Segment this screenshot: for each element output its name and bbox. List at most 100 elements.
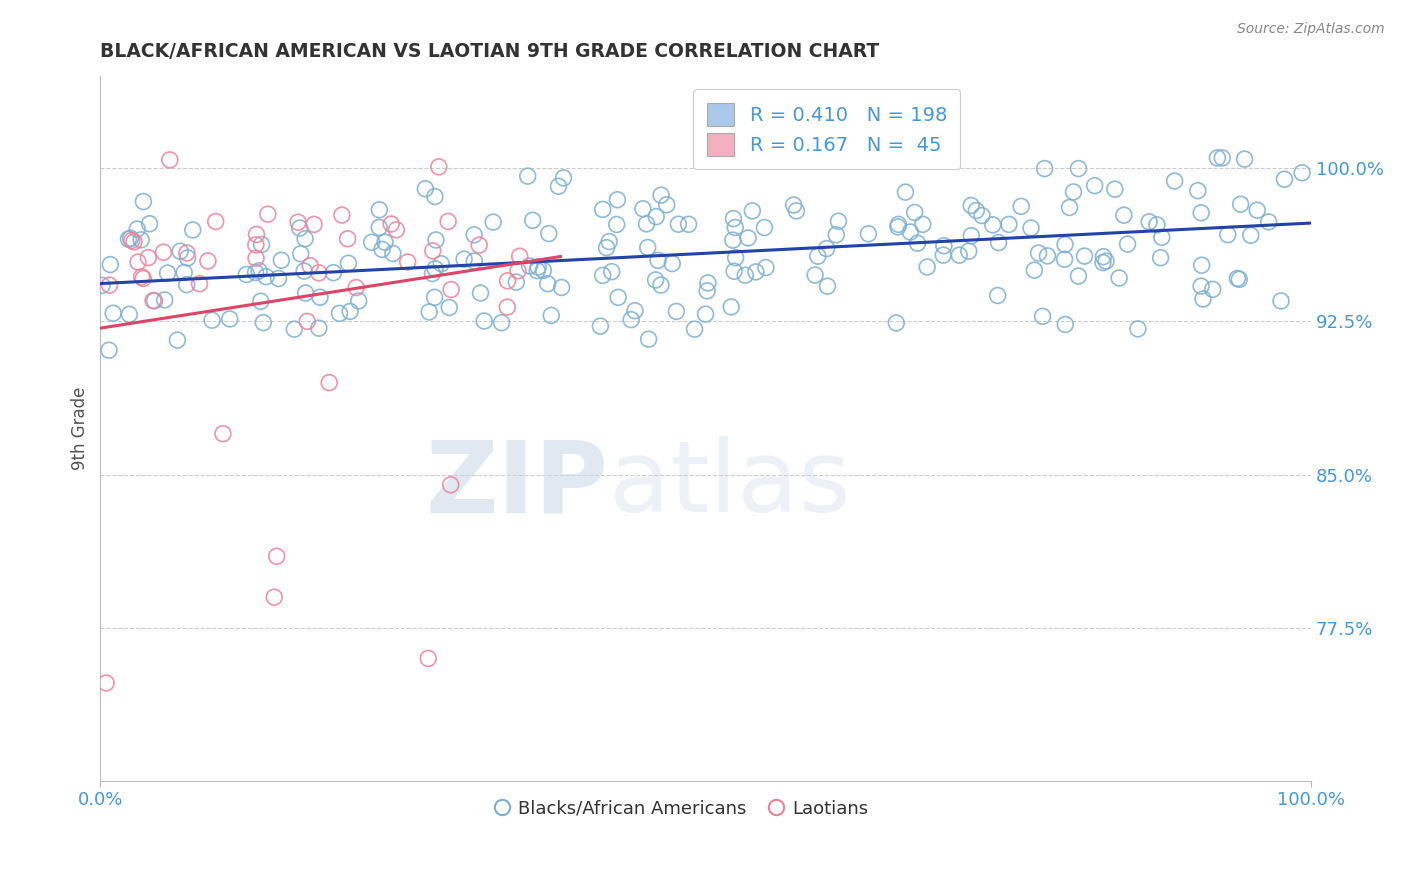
Point	[827, 214, 849, 228]
Point	[592, 202, 614, 217]
Point	[1010, 199, 1032, 213]
Point	[292, 264, 315, 278]
Point	[496, 274, 519, 288]
Point	[606, 218, 628, 232]
Text: ZIP: ZIP	[426, 436, 609, 533]
Point	[257, 207, 280, 221]
Point	[328, 306, 350, 320]
Point	[122, 235, 145, 249]
Point	[915, 260, 938, 274]
Point	[173, 265, 195, 279]
Point	[696, 284, 718, 298]
Point	[425, 261, 447, 276]
Point	[1257, 215, 1279, 229]
Point	[347, 293, 370, 308]
Point	[385, 223, 408, 237]
Point	[440, 477, 463, 491]
Point	[858, 227, 880, 241]
Point	[245, 238, 267, 252]
Point	[98, 278, 121, 293]
Point	[970, 209, 993, 223]
Point	[118, 307, 141, 321]
Point	[1229, 197, 1251, 211]
Point	[101, 306, 124, 320]
Point	[526, 263, 548, 277]
Point	[636, 217, 658, 231]
Point	[318, 376, 340, 390]
Point	[1032, 310, 1054, 324]
Point	[344, 280, 367, 294]
Point	[169, 244, 191, 259]
Point	[423, 189, 446, 203]
Point	[302, 218, 325, 232]
Point	[804, 268, 827, 282]
Text: atlas: atlas	[609, 436, 851, 533]
Point	[553, 170, 575, 185]
Point	[807, 249, 830, 263]
Point	[159, 153, 181, 167]
Point	[1189, 279, 1212, 293]
Point	[294, 285, 316, 300]
Point	[737, 231, 759, 245]
Point	[607, 290, 630, 304]
Point	[470, 285, 492, 300]
Point	[415, 182, 437, 196]
Point	[1206, 151, 1229, 165]
Point	[1054, 318, 1077, 332]
Point	[644, 273, 666, 287]
Point	[911, 217, 934, 231]
Point	[723, 264, 745, 278]
Point	[723, 211, 745, 226]
Point	[138, 217, 160, 231]
Point	[368, 220, 391, 235]
Point	[647, 253, 669, 268]
Point	[537, 227, 560, 241]
Point	[631, 202, 654, 216]
Point	[98, 343, 121, 358]
Point	[537, 277, 560, 291]
Point	[887, 218, 910, 232]
Point	[724, 220, 747, 235]
Point	[1270, 293, 1292, 308]
Point	[1191, 258, 1213, 272]
Point	[152, 245, 174, 260]
Point	[94, 676, 117, 690]
Point	[283, 322, 305, 336]
Point	[1211, 151, 1233, 165]
Point	[263, 590, 285, 604]
Point	[522, 213, 544, 227]
Point	[142, 293, 165, 308]
Point	[1126, 322, 1149, 336]
Point	[745, 265, 768, 279]
Point	[1092, 250, 1115, 264]
Point	[516, 169, 538, 183]
Point	[427, 160, 450, 174]
Text: Source: ZipAtlas.com: Source: ZipAtlas.com	[1237, 22, 1385, 37]
Point	[645, 210, 668, 224]
Point	[650, 188, 672, 202]
Point	[1067, 268, 1090, 283]
Point	[423, 290, 446, 304]
Point	[308, 321, 330, 335]
Point	[188, 277, 211, 291]
Point	[720, 300, 742, 314]
Point	[550, 280, 572, 294]
Point	[1246, 203, 1268, 218]
Point	[132, 271, 155, 285]
Point	[655, 198, 678, 212]
Point	[650, 278, 672, 293]
Point	[887, 219, 910, 234]
Point	[817, 279, 839, 293]
Point	[1104, 182, 1126, 196]
Point	[380, 217, 402, 231]
Point	[519, 259, 541, 273]
Point	[527, 260, 550, 274]
Point	[1063, 185, 1085, 199]
Point	[894, 185, 917, 199]
Point	[1146, 218, 1168, 232]
Point	[907, 236, 929, 251]
Point	[176, 246, 198, 260]
Point	[1019, 221, 1042, 235]
Point	[1095, 254, 1118, 268]
Point	[540, 309, 562, 323]
